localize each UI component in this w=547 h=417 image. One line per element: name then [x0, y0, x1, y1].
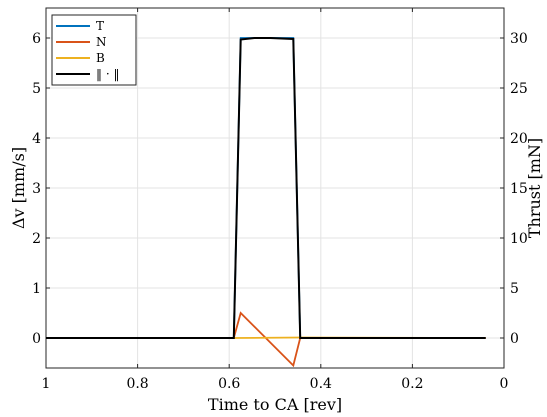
y-left-tick-label: 2	[32, 231, 41, 247]
y-left-tick-label: 6	[32, 31, 41, 47]
y-left-tick-label: 0	[32, 331, 41, 347]
legend-label: ‖ · ‖	[96, 67, 119, 81]
y-axis-right-title: Thrust [mN]	[525, 138, 544, 238]
x-tick-label: 0.2	[401, 376, 423, 392]
y-right-tick-label: 0	[510, 331, 519, 347]
x-tick-label: 0.6	[218, 376, 240, 392]
x-axis-title: Time to CA [rev]	[208, 395, 342, 414]
y-right-tick-label: 5	[510, 281, 519, 297]
y-left-tick-label: 1	[32, 281, 41, 297]
y-right-tick-label: 30	[510, 31, 528, 47]
series-line-2	[46, 311, 486, 368]
series-line-4	[46, 37, 486, 339]
y-left-tick-label: 3	[32, 181, 41, 197]
series-layer	[46, 37, 486, 368]
ticks: 1 0.8 0.6 0.4 0.2 0 0 1 2 3 4 5 6 0 5 10 15 20 25 30	[32, 8, 528, 392]
y-left-tick-label: 4	[32, 131, 41, 147]
y-right-tick-label: 15	[510, 181, 528, 197]
x-tick-label: 0	[500, 376, 509, 392]
x-tick-label: 0.8	[126, 376, 148, 392]
legend-label: B	[96, 51, 105, 65]
y-axis-left-title: Δv [mm/s]	[9, 147, 28, 229]
legend-label: N	[96, 35, 107, 49]
legend-label: T	[96, 19, 104, 33]
y-left-tick-label: 5	[32, 81, 41, 97]
y-right-tick-label: 20	[510, 131, 528, 147]
x-tick-label: 0.4	[310, 376, 332, 392]
legend: TNB ‖ · ‖	[51, 14, 137, 86]
y-right-tick-label: 10	[510, 231, 528, 247]
y-right-tick-label: 25	[510, 81, 528, 97]
x-tick-label: 1	[42, 376, 51, 392]
